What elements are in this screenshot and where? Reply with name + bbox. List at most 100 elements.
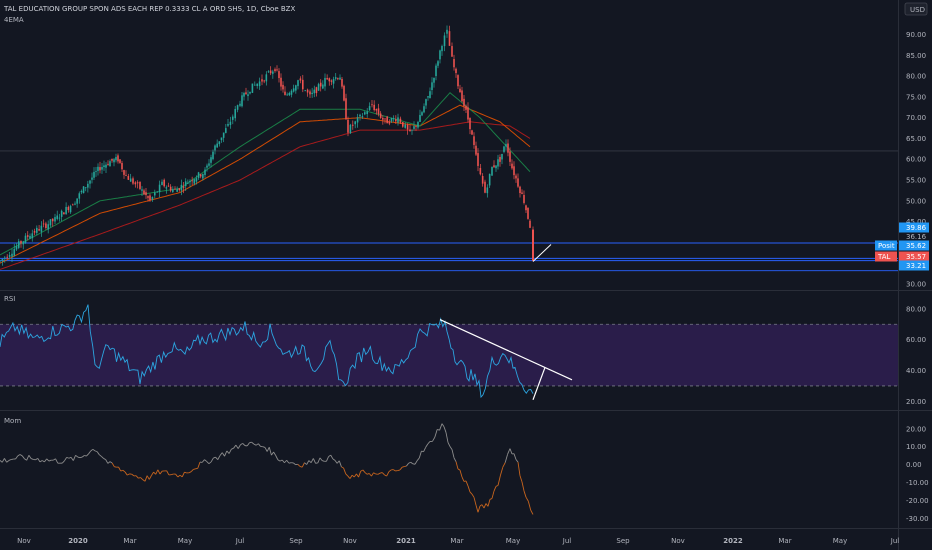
mom-line-segment [131,473,135,477]
price-axis-tick: 90.00 [906,31,926,39]
candle-body [127,175,130,180]
candle-body [24,235,27,243]
rsi-line [0,304,534,399]
candle-body [484,181,486,193]
candle-body [388,121,391,124]
candle-body [319,82,322,87]
rsi-breakout-marker[interactable] [532,367,546,401]
mom-line-segment [489,498,493,500]
candle-body [1,259,4,262]
candle-body [451,46,453,57]
axis-name-tag[interactable] [875,240,897,251]
mom-line-segment [105,459,109,464]
candle-body [313,89,316,94]
mom-line-segment [88,450,92,455]
candle-body [149,195,151,201]
candle-body [76,198,78,204]
candle-body [197,172,200,178]
candle-body [189,180,191,183]
candle-body [328,78,331,82]
candle-body [69,205,72,213]
mom-line-segment [326,456,329,462]
candle-body [147,196,149,198]
candle-body [465,105,467,110]
candle-body [519,186,521,194]
mom-line-segment [368,473,372,477]
mom-line-segment [72,455,76,461]
time-axis-tick: May [506,537,520,545]
mom-line-segment [381,472,385,476]
candle-body [4,257,6,259]
candle-body [158,184,161,193]
mom-line-segment [26,455,30,461]
mom-line-segment [515,459,519,463]
candle-body [56,215,59,219]
candle-body [151,197,154,200]
candle-body [103,165,105,168]
candle-body [352,124,354,126]
candle-body [176,189,178,192]
candle-body [225,128,227,133]
mom-line-segment [184,471,187,474]
candle-body [322,84,324,89]
rsi-axis-tick: 60.00 [906,336,926,344]
mom-line-segment [414,460,418,465]
price-pane[interactable] [0,25,898,272]
candle-body [8,255,11,257]
rsi-pane[interactable] [0,304,898,401]
mom-line-segment [193,468,196,470]
candle-body [180,184,183,191]
mom-line-segment [6,460,10,463]
rsi-axis-tick: 40.00 [906,367,926,375]
candle-body [347,119,349,133]
candle-body [95,171,97,172]
axis-price-tag[interactable] [899,240,929,251]
axis-price-tag[interactable] [899,260,929,271]
candle-body [463,98,465,107]
candle-body [22,241,25,245]
axis-price-tag[interactable] [899,222,929,233]
candle-body [33,231,36,233]
mom-line-segment [445,432,449,443]
price-axis-tick: 60.00 [906,156,926,164]
candle-body [109,161,111,167]
mom-line-segment [356,473,359,478]
price-trend-marker[interactable] [532,244,552,262]
candle-body [488,173,491,186]
mom-line-segment [459,469,463,478]
candle-body [304,90,306,92]
candle-body [51,218,54,222]
mom-line-segment [0,460,3,463]
candle-body [105,164,107,168]
candle-body [427,96,429,98]
axis-price-tag[interactable] [899,251,929,262]
axes: 90.00 85.00 80.00 75.00 70.00 65.00 60.00 55.00… [17,31,929,545]
mom-line-segment [118,466,122,472]
candle-body [191,180,193,182]
candle-body [227,123,229,126]
candle-body [45,223,47,228]
mom-pane[interactable] [0,423,534,515]
mom-line-segment [441,423,445,427]
mom-line-segment [208,461,212,465]
candle-body [93,171,95,178]
mom-line-segment [447,442,451,447]
candle-body [461,90,463,102]
currency-badge[interactable] [904,2,928,16]
candle-body [457,75,459,87]
candle-body [101,167,103,170]
mom-line-segment [237,444,241,449]
mom-line-segment [114,466,117,468]
rsi-trendline[interactable] [439,319,573,381]
candle-body [123,170,125,175]
mom-line-segment [140,477,144,480]
mom-line-segment [206,461,210,465]
mom-line-segment [513,453,517,460]
mom-line-segment [504,454,509,463]
candle-body [290,90,293,95]
candle-body [409,129,411,132]
candle-body [375,109,378,111]
candle-body [354,121,356,125]
axis-name-tag[interactable] [875,251,897,262]
mom-line-segment [321,460,325,462]
